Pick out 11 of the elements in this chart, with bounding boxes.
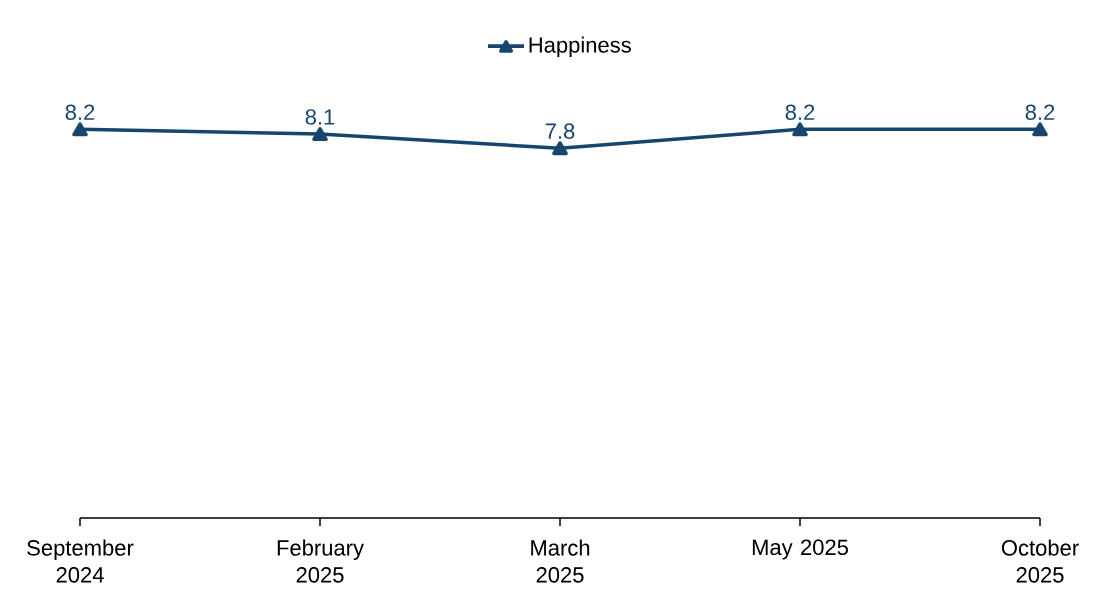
- x-tick-label: February 2025: [277, 539, 364, 583]
- x-tick-label: October 2025: [1001, 539, 1079, 583]
- data-label: 8.1: [305, 109, 335, 125]
- data-label: 8.2: [785, 104, 815, 121]
- data-label: 8.2: [65, 104, 95, 121]
- data-label: 7.8: [545, 123, 575, 139]
- x-tick-label: September 2024: [27, 539, 134, 583]
- x-tick-label: March 2025: [531, 539, 590, 583]
- x-tick-label: May 2025: [752, 539, 848, 560]
- data-label: 8.2: [1025, 104, 1055, 121]
- legend-label: Happiness: [529, 36, 631, 58]
